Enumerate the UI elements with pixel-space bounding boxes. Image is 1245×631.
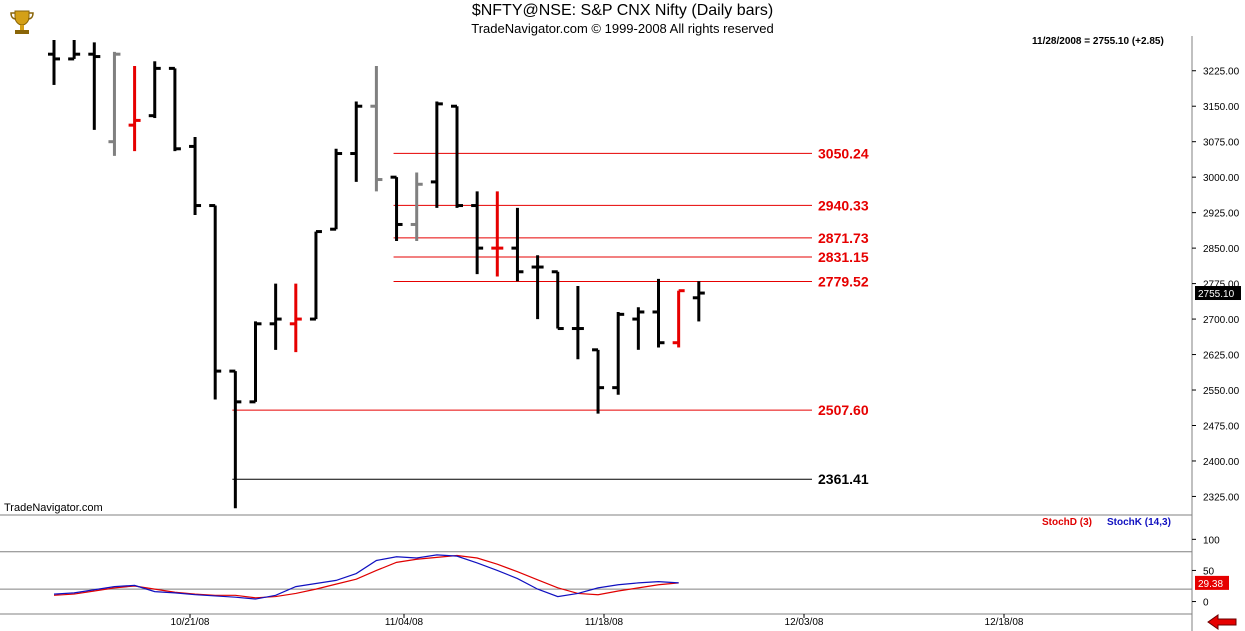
level-label: 2940.33 — [818, 197, 869, 213]
stoch-tick-label: 50 — [1203, 566, 1215, 577]
legend-stoch-d: StochD (3) — [1042, 517, 1092, 528]
trophy-logo-icon — [10, 10, 34, 34]
y-tick-label: 3075.00 — [1203, 138, 1240, 149]
x-tick-label: 12/18/08 — [985, 617, 1024, 628]
level-label: 2361.41 — [818, 471, 869, 487]
stoch-tick-label: 0 — [1203, 598, 1209, 609]
x-tick-label: 11/18/08 — [585, 617, 624, 628]
level-label: 2871.73 — [818, 230, 869, 246]
stoch-value-label: 29.38 — [1198, 579, 1223, 590]
y-tick-label: 2550.00 — [1203, 386, 1240, 397]
chart-subtitle: TradeNavigator.com © 1999-2008 All right… — [471, 21, 774, 36]
y-tick-label: 2625.00 — [1203, 351, 1240, 362]
y-tick-label: 3150.00 — [1203, 102, 1240, 113]
y-tick-label: 3225.00 — [1203, 67, 1240, 78]
legend-stoch-k: StochK (14,3) — [1107, 517, 1171, 528]
back-arrow-icon[interactable] — [1206, 614, 1238, 630]
y-tick-label: 2325.00 — [1203, 492, 1240, 503]
x-tick-label: 10/21/08 — [171, 617, 210, 628]
brand-watermark: TradeNavigator.com — [4, 502, 103, 514]
level-label: 3050.24 — [818, 145, 869, 161]
y-tick-label: 2850.00 — [1203, 244, 1240, 255]
x-tick-label: 12/03/08 — [785, 617, 824, 628]
last-price-label: 2755.10 — [1198, 289, 1235, 300]
y-tick-label: 2925.00 — [1203, 209, 1240, 220]
stoch-value-tag — [1195, 575, 1229, 590]
y-tick-label: 2700.00 — [1203, 315, 1240, 326]
y-tick-label: 2775.00 — [1203, 280, 1240, 291]
y-tick-label: 3000.00 — [1203, 173, 1240, 184]
x-tick-label: 11/04/08 — [385, 617, 424, 628]
y-tick-label: 2475.00 — [1203, 421, 1240, 432]
stochd-line — [53, 554, 679, 599]
chart-title: $NFTY@NSE: S&P CNX Nifty (Daily bars) — [471, 2, 774, 19]
y-tick-label: 2400.00 — [1203, 457, 1240, 468]
stochk-line — [53, 554, 679, 600]
stoch-tick-label: 100 — [1203, 535, 1220, 546]
level-label: 2779.52 — [818, 273, 869, 289]
price-readout: 11/28/2008 = 2755.10 (+2.85) — [1032, 36, 1164, 47]
level-label: 2831.15 — [818, 249, 869, 265]
last-price-tag — [1195, 286, 1241, 301]
level-label: 2507.60 — [818, 402, 869, 418]
